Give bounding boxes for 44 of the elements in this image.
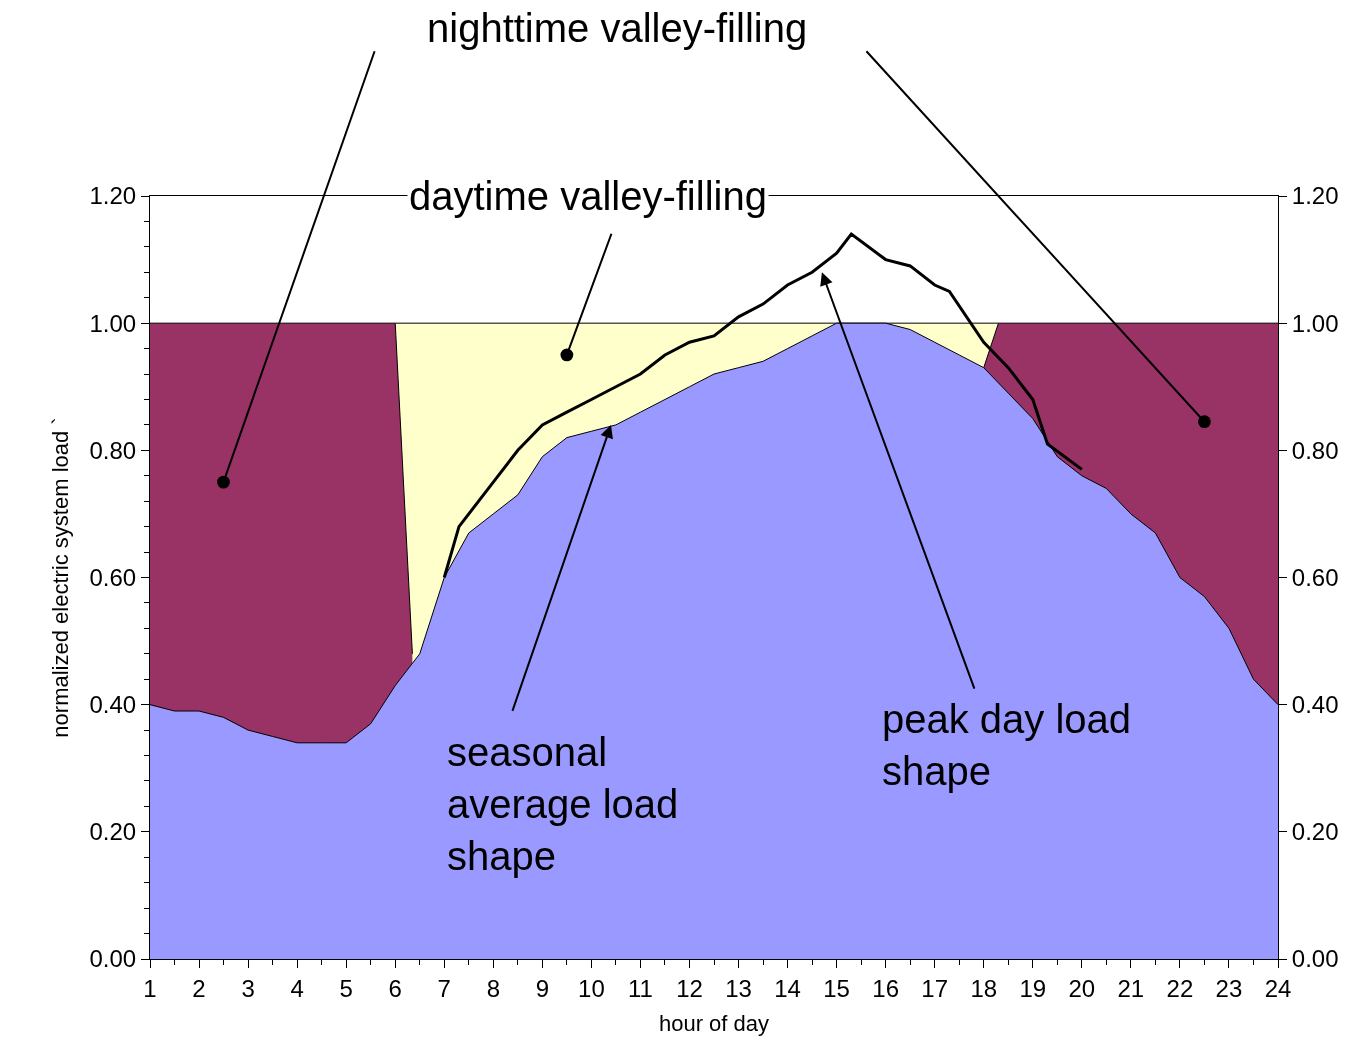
x-axis-title: hour of day xyxy=(658,1010,770,1036)
y2-tick-label: 0.00 xyxy=(1291,945,1339,973)
text: nighttime valley-filling xyxy=(427,6,808,50)
x-tick-label: 17 xyxy=(921,974,949,1002)
x-tick-label: 15 xyxy=(823,974,850,1002)
x-tick-label: 19 xyxy=(1019,974,1047,1002)
y-tick-label: 1.20 xyxy=(89,182,137,210)
y-tick-label: 0.60 xyxy=(89,563,137,591)
x-tick-label: 10 xyxy=(578,974,605,1002)
x-tick-label: 16 xyxy=(872,974,899,1002)
y2-tick-label: 0.80 xyxy=(1291,436,1339,464)
x-tick-label: 2 xyxy=(192,974,206,1002)
annotation: seasonal average load shape xyxy=(447,730,679,878)
x-tick-label: 8 xyxy=(486,974,500,1002)
y-tick-label: 0.40 xyxy=(89,691,137,719)
y2-tick-label: 0.40 xyxy=(1291,691,1339,719)
x-tick-label: 13 xyxy=(725,974,752,1002)
x-tick-label: 20 xyxy=(1068,974,1096,1002)
x-tick-label: 24 xyxy=(1264,974,1292,1002)
y-tick-label: 0.20 xyxy=(89,818,137,846)
x-tick-label: 23 xyxy=(1215,974,1243,1002)
x-tick-label: 14 xyxy=(774,974,801,1002)
x-tick-label: 7 xyxy=(437,974,451,1002)
x-tick-label: 1 xyxy=(143,974,157,1002)
y-tick-label: 1.00 xyxy=(89,309,137,337)
y2-tick-label: 0.60 xyxy=(1291,563,1339,591)
x-tick-label: 22 xyxy=(1166,974,1194,1002)
y2-tick-label: 0.20 xyxy=(1291,818,1339,846)
x-tick-label: 6 xyxy=(388,974,402,1002)
x-tick-label: 21 xyxy=(1117,974,1145,1002)
annotation: peak day load shape xyxy=(882,697,1132,793)
annotation: daytime valley-filling xyxy=(409,174,767,218)
y-axis-title: normalized electric system load ` xyxy=(48,417,74,738)
y-tick-label: 0.00 xyxy=(89,945,137,973)
x-tick-label: 5 xyxy=(339,974,353,1002)
x-tick-label: 18 xyxy=(970,974,998,1002)
y2-tick-label: 1.00 xyxy=(1291,309,1339,337)
x-tick-label: 11 xyxy=(627,974,653,1002)
x-tick-label: 12 xyxy=(676,974,703,1002)
y-tick-label: 0.80 xyxy=(89,436,137,464)
y2-tick-label: 1.20 xyxy=(1291,182,1339,210)
x-tick-label: 3 xyxy=(241,974,255,1002)
x-tick-label: 9 xyxy=(535,974,550,1002)
x-tick-label: 4 xyxy=(290,974,304,1002)
